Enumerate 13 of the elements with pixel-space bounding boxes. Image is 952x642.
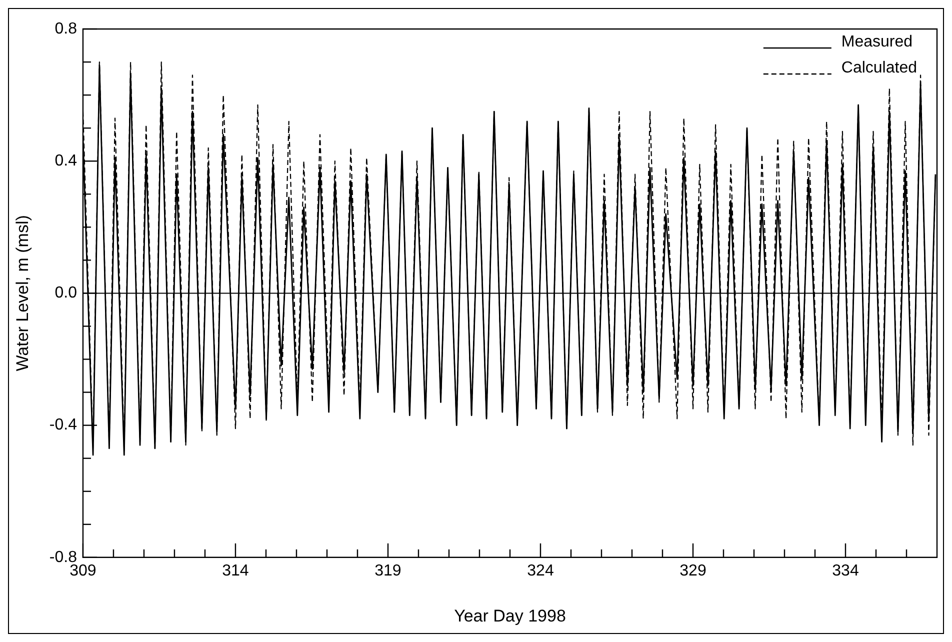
y-tick-label: -0.4	[49, 416, 78, 434]
x-tick-label: 314	[222, 562, 249, 580]
y-axis-title: Water Level, m (msl)	[12, 215, 32, 372]
y-tick-label: 0.4	[54, 152, 78, 170]
legend-label: Measured	[841, 33, 913, 50]
x-axis-title: Year Day 1998	[454, 606, 566, 626]
y-tick-label: 0.0	[54, 284, 78, 302]
x-tick-label: 324	[527, 562, 554, 580]
x-tick-label: 319	[374, 562, 402, 580]
legend-label: Calculated	[841, 59, 918, 76]
y-tick-label: 0.8	[54, 20, 78, 38]
x-tick-label: 329	[680, 562, 706, 580]
x-tick-label: 334	[832, 562, 859, 580]
